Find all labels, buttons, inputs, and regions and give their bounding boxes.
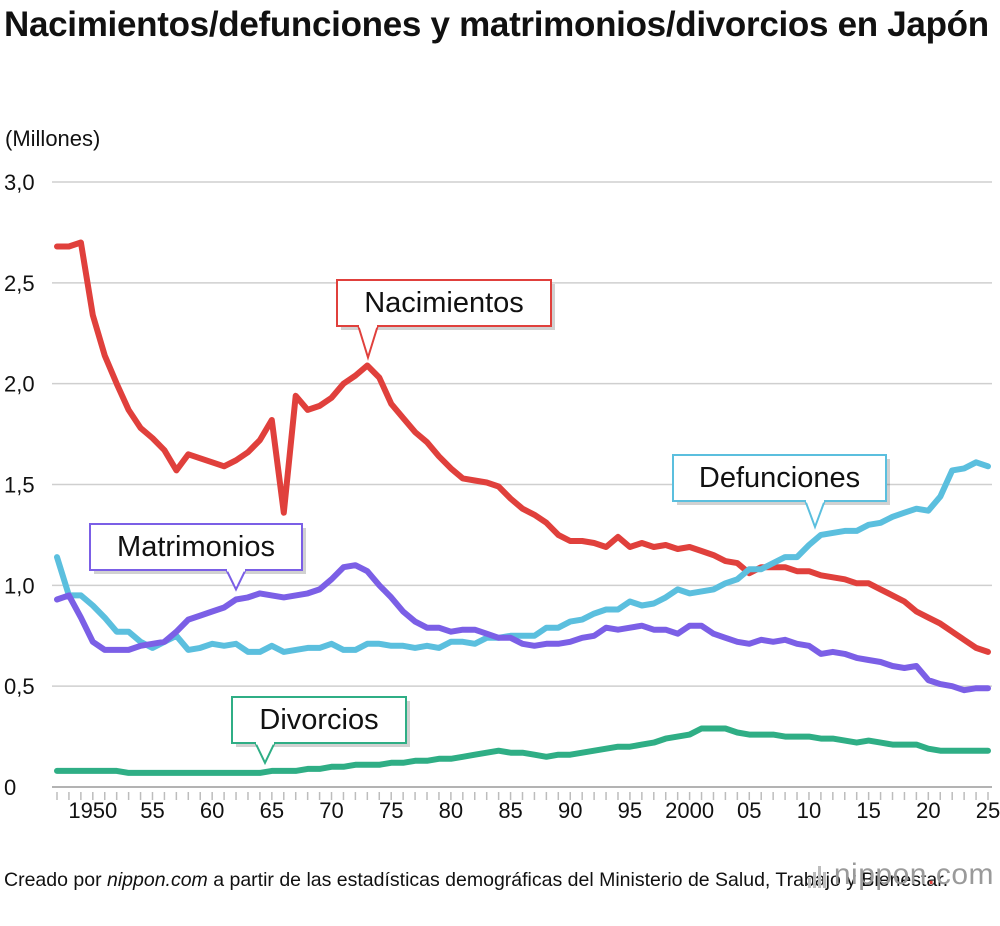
callout-pointer (253, 741, 277, 766)
x-tick-label: 25 (976, 798, 1000, 823)
callout-pointer (224, 568, 248, 592)
x-tick-label: 75 (379, 798, 403, 823)
callout-deaths: Defunciones (672, 454, 890, 530)
source-note: Creado por nippon.com a partir de las es… (4, 866, 948, 894)
callout-label-marriages: Matrimonios (117, 531, 275, 563)
logo-wordmark: nippon.com (833, 858, 994, 891)
x-tick-label: 55 (140, 798, 164, 823)
y-tick-label: 1,0 (4, 573, 35, 598)
line-chart: 0 0,5 1,0 1,5 2,0 2,5 3,0 1950 55 60 65 70 75 80 85 90 9… (4, 170, 1000, 823)
x-tick-label: 90 (558, 798, 582, 823)
x-tick-label: 65 (260, 798, 284, 823)
callout-box (89, 523, 303, 571)
x-tick-label: 95 (618, 798, 642, 823)
y-tick-label: 0 (4, 775, 16, 800)
x-tick-label: 15 (856, 798, 880, 823)
callout-label-deaths: Defunciones (699, 462, 860, 494)
callout-pointer (803, 499, 827, 530)
y-tick-label: 0,5 (4, 674, 35, 699)
y-tick-label: 2,0 (4, 372, 35, 397)
callout-box (231, 696, 407, 744)
callout-divorces: Divorcios (231, 696, 410, 766)
callout-births: Nacimientos (336, 279, 555, 361)
x-tick-label: 60 (200, 798, 224, 823)
callout-box (336, 279, 552, 327)
callout-box (672, 454, 887, 502)
x-tick-label: 1950 (68, 798, 117, 823)
callout-pointer (356, 324, 380, 361)
y-tick-label: 3,0 (4, 170, 35, 195)
source-name: nippon.com (106, 869, 208, 891)
x-tick-label: 80 (439, 798, 463, 823)
series-line-divorces (54, 725, 991, 776)
x-tick-label: 05 (737, 798, 761, 823)
nippon-logo: nippon.com (807, 858, 994, 892)
x-tick-label: 10 (797, 798, 821, 823)
series-line-marriages (54, 562, 991, 694)
y-tick-label: 2,5 (4, 271, 35, 296)
series-line-births (54, 239, 991, 655)
series-line-deaths (54, 459, 991, 655)
x-tick-label: 2000 (665, 798, 714, 823)
chart-title: Nacimientos/defunciones y matrimonios/di… (4, 5, 989, 44)
y-axis-unit-label: (Millones) (5, 126, 101, 151)
logo-bars-icon (807, 862, 826, 888)
callout-label-births: Nacimientos (364, 287, 524, 319)
callout-marriages: Matrimonios (89, 523, 306, 592)
source-note-suffix: a partir de las estadísticas demográfica… (207, 869, 949, 891)
x-tick-label: 20 (916, 798, 940, 823)
callout-label-divorces: Divorcios (259, 704, 378, 736)
y-tick-label: 1,5 (4, 473, 35, 498)
x-tick-label: 70 (319, 798, 343, 823)
source-note-prefix: Creado por (4, 869, 107, 891)
x-tick-label: 85 (498, 798, 522, 823)
